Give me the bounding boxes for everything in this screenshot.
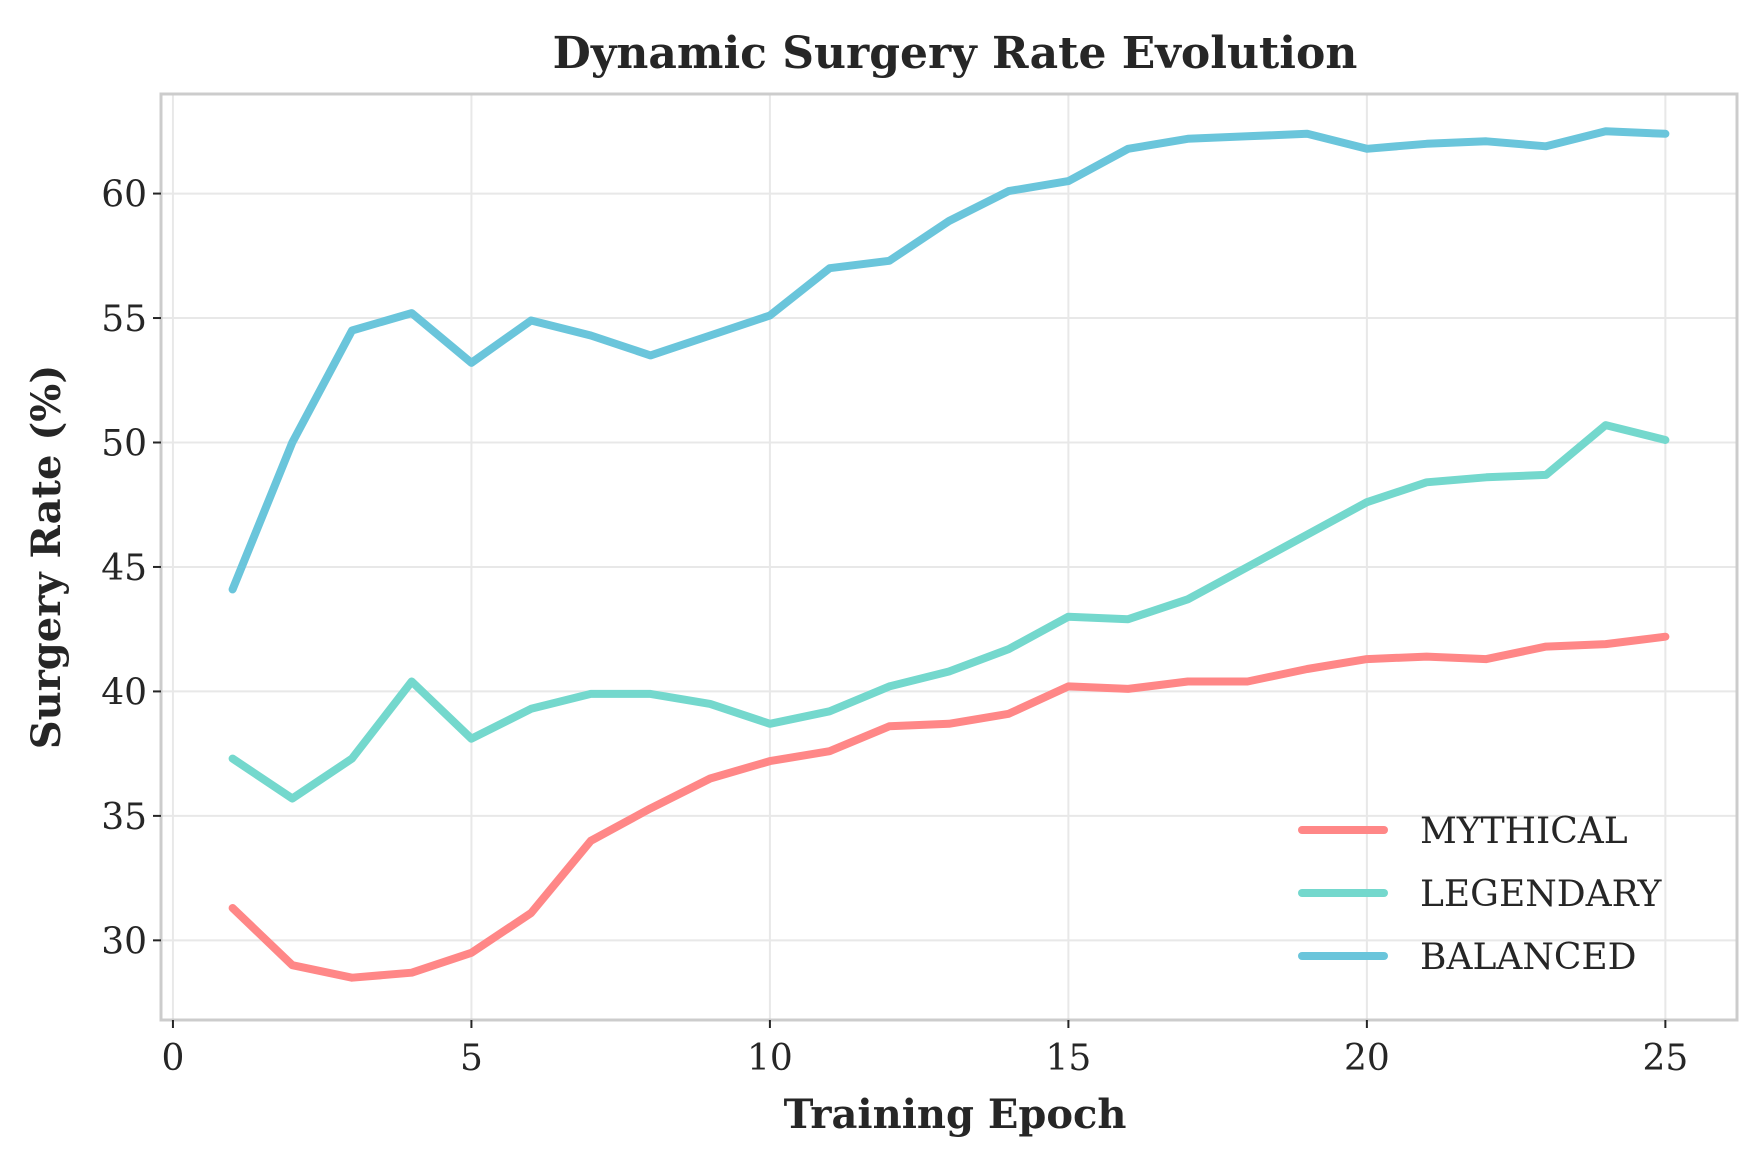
y-tick-label: 40 [101, 672, 147, 713]
y-tick-label: 35 [101, 797, 147, 838]
x-tick-label: 0 [161, 1038, 184, 1079]
legend-label-legendary: LEGENDARY [1420, 874, 1663, 915]
series-line-legendary [228, 421, 1670, 803]
y-axis-label: Surgery Rate (%) [23, 365, 70, 750]
chart-title: Dynamic Surgery Rate Evolution [553, 28, 1358, 79]
y-tick-label: 30 [101, 921, 147, 962]
y-tick-label: 45 [101, 548, 147, 589]
series-line-balanced [228, 127, 1670, 594]
x-tick-label: 25 [1642, 1038, 1688, 1079]
x-axis: 0 5 10 15 20 25 [161, 1020, 1688, 1079]
y-tick-label: 50 [101, 423, 147, 464]
y-axis: 30 35 40 45 50 55 60 [101, 175, 161, 962]
series-line-mythical [228, 632, 1670, 982]
x-tick-label: 20 [1344, 1038, 1390, 1079]
legend-label-balanced: BALANCED [1420, 937, 1637, 978]
x-axis-label: Training Epoch [784, 1091, 1127, 1138]
legend-label-mythical: MYTHICAL [1420, 811, 1628, 852]
series-lines [228, 127, 1670, 982]
y-tick-label: 60 [101, 175, 147, 216]
x-tick-label: 15 [1045, 1038, 1091, 1079]
y-tick-label: 55 [101, 299, 147, 340]
x-tick-label: 10 [747, 1038, 793, 1079]
x-tick-label: 5 [460, 1038, 483, 1079]
legend: MYTHICAL LEGENDARY BALANCED [1298, 811, 1663, 978]
plot-frame [159, 92, 1739, 1022]
